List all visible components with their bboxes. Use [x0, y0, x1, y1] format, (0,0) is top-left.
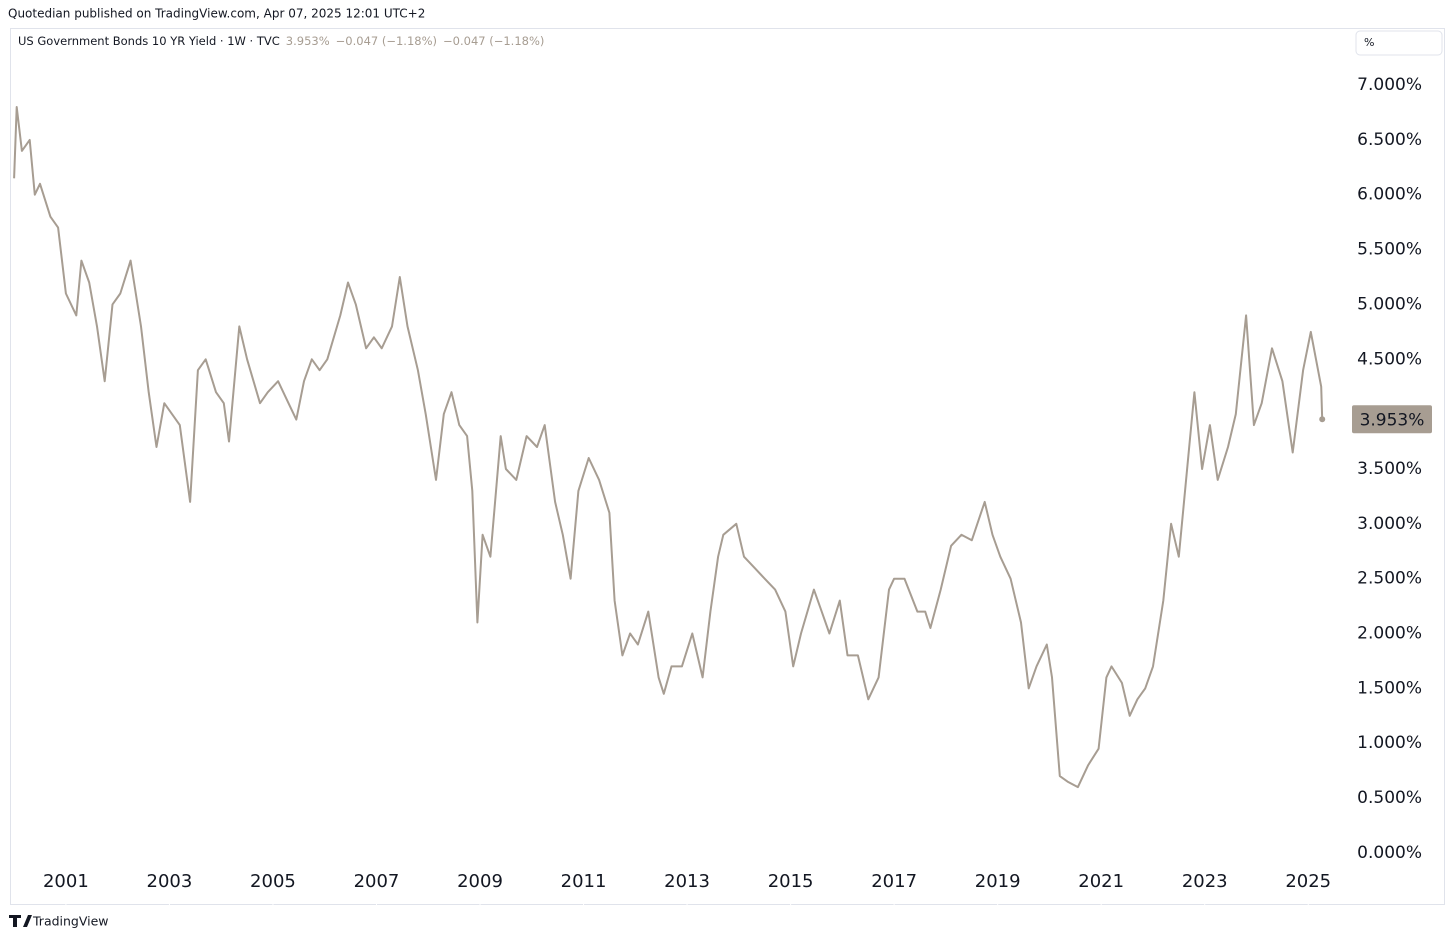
x-tick-label: 2003 — [147, 871, 193, 892]
legend: US Government Bonds 10 YR Yield · 1W · T… — [18, 34, 544, 48]
y-tick-label: 1.000% — [1357, 733, 1422, 753]
y-tick-label: 5.000% — [1357, 294, 1422, 314]
x-tick-label: 2021 — [1078, 871, 1124, 892]
x-tick-label: 2025 — [1285, 871, 1331, 892]
price-label-box — [1352, 405, 1432, 434]
x-tick-label: 2017 — [871, 871, 917, 892]
frame — [10, 28, 1445, 905]
x-tick-label: 2007 — [354, 871, 400, 892]
x-tick-label: 2023 — [1182, 871, 1228, 892]
x-tick-label: 2009 — [457, 871, 503, 892]
legend-value: 3.953% — [286, 34, 330, 48]
last-point — [1319, 416, 1326, 423]
y-tick-label: 0.500% — [1357, 788, 1422, 808]
footer: TradingView — [32, 914, 109, 929]
x-tick-label: 2013 — [664, 871, 710, 892]
y-tick-label: 1.500% — [1357, 678, 1422, 698]
y-tick-label: 2.000% — [1357, 624, 1422, 644]
x-tick-label: 2019 — [975, 871, 1021, 892]
y-tick-label: 7.000% — [1357, 75, 1422, 95]
y-tick-label: 6.000% — [1357, 185, 1422, 205]
legend-title: US Government Bonds 10 YR Yield · 1W · T… — [18, 34, 280, 48]
y-tick-label: 2.500% — [1357, 569, 1422, 589]
unit-button[interactable] — [1355, 30, 1443, 56]
x-tick-label: 2001 — [43, 871, 89, 892]
y-tick-label: 0.000% — [1357, 843, 1422, 863]
price-label: 3.953% — [1360, 410, 1425, 430]
legend-value: −0.047 (−1.18%) — [336, 34, 437, 48]
footer-logo — [9, 915, 32, 927]
x-tick-label: 2005 — [250, 871, 296, 892]
x-tick-label: 2011 — [561, 871, 607, 892]
x-tick-label: 2015 — [768, 871, 814, 892]
header: Quotedian published on TradingView.com, … — [8, 7, 425, 21]
legend-value: −0.047 (−1.18%) — [443, 34, 544, 48]
y-tick-label: 3.500% — [1357, 459, 1422, 479]
unit-button-label[interactable]: % — [1364, 36, 1374, 49]
y-tick-label: 4.500% — [1357, 349, 1422, 369]
y-tick-label: 3.000% — [1357, 514, 1422, 534]
y-tick-label: 5.500% — [1357, 240, 1422, 260]
line — [13, 106, 1324, 789]
y-tick-label: 6.500% — [1357, 130, 1422, 150]
